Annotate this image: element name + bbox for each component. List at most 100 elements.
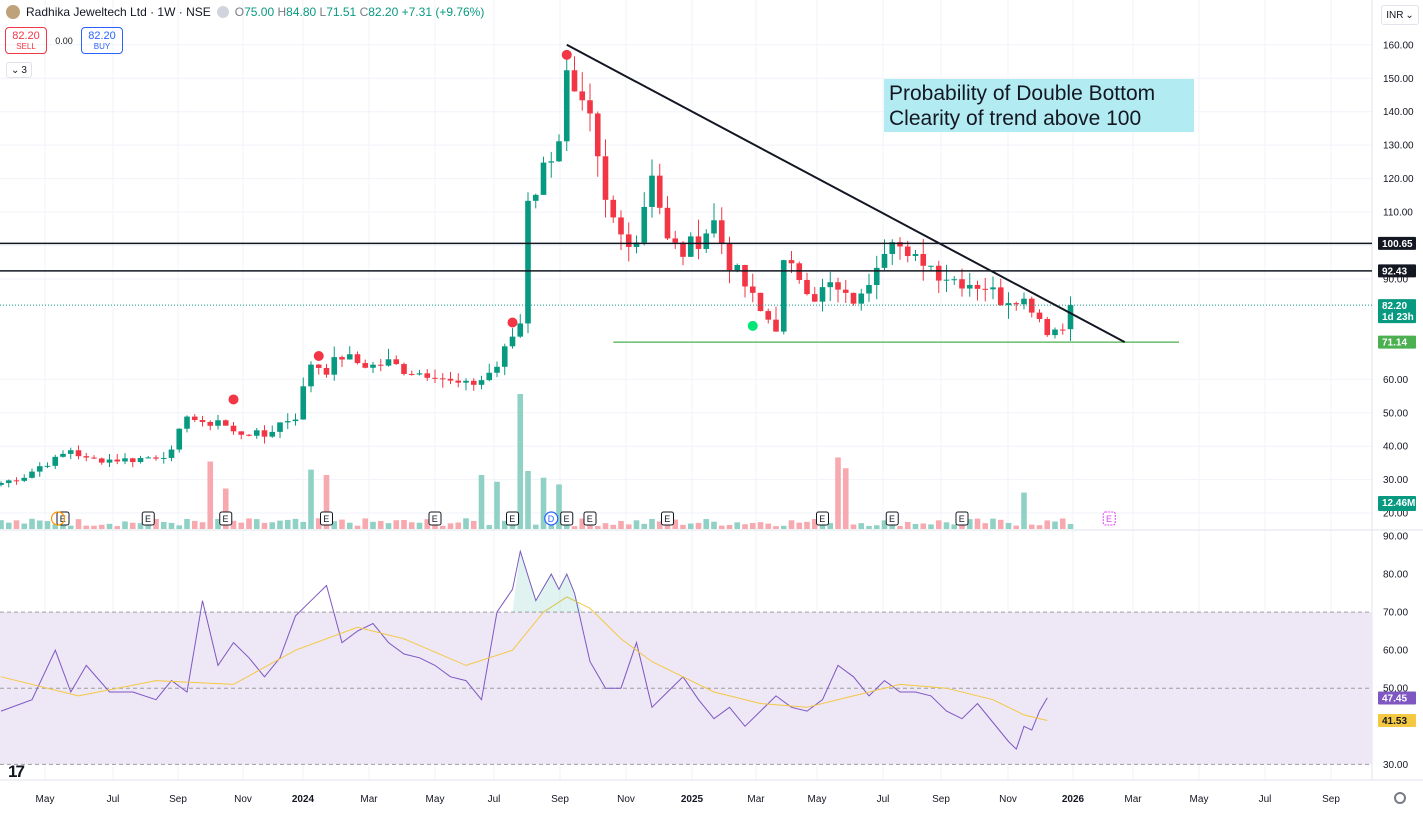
candle[interactable] xyxy=(106,459,113,463)
candle[interactable] xyxy=(664,207,671,239)
candle[interactable] xyxy=(904,246,911,256)
tradingview-logo-icon[interactable]: 17 xyxy=(8,762,25,781)
candle[interactable] xyxy=(137,458,144,463)
candle[interactable] xyxy=(594,113,601,157)
candle[interactable] xyxy=(997,287,1004,306)
candle[interactable] xyxy=(114,459,121,462)
candle[interactable] xyxy=(920,254,927,266)
candle[interactable] xyxy=(579,91,586,101)
candle[interactable] xyxy=(935,265,942,281)
candle[interactable] xyxy=(866,285,872,294)
candle[interactable] xyxy=(757,292,764,312)
candle[interactable] xyxy=(354,354,361,364)
candle[interactable] xyxy=(532,194,539,201)
candle[interactable] xyxy=(176,428,183,450)
candle[interactable] xyxy=(618,217,624,235)
candle[interactable] xyxy=(889,242,896,254)
candle[interactable] xyxy=(308,364,314,387)
candle[interactable] xyxy=(587,100,593,114)
candle[interactable] xyxy=(742,264,748,287)
candle[interactable] xyxy=(21,477,28,481)
text-annotation[interactable]: Probability of Double Bottom Clearity of… xyxy=(884,79,1194,132)
candle[interactable] xyxy=(199,420,206,422)
candle[interactable] xyxy=(339,357,345,360)
candle[interactable] xyxy=(556,141,562,162)
candle[interactable] xyxy=(610,199,617,218)
earnings-marker[interactable] xyxy=(219,511,233,526)
candle[interactable] xyxy=(5,480,12,483)
candle[interactable] xyxy=(788,260,795,264)
candle[interactable] xyxy=(959,279,965,289)
candle[interactable] xyxy=(912,254,919,256)
candle[interactable] xyxy=(277,422,283,432)
candle[interactable] xyxy=(811,294,818,302)
candle[interactable] xyxy=(1005,303,1012,306)
candle[interactable] xyxy=(222,420,229,426)
candle[interactable] xyxy=(424,373,431,378)
visibility-eye-icon[interactable] xyxy=(216,6,229,18)
candle[interactable] xyxy=(160,457,167,459)
candle[interactable] xyxy=(292,419,299,422)
candle[interactable] xyxy=(928,265,934,267)
candle[interactable] xyxy=(463,380,469,383)
candle[interactable] xyxy=(168,449,175,458)
candle[interactable] xyxy=(67,450,74,454)
earnings-marker[interactable] xyxy=(955,511,969,526)
candle[interactable] xyxy=(501,346,508,367)
candle[interactable] xyxy=(401,364,407,374)
candle[interactable] xyxy=(1067,305,1074,330)
candle[interactable] xyxy=(439,378,446,380)
candle[interactable] xyxy=(0,482,4,485)
candle[interactable] xyxy=(990,287,996,290)
candle[interactable] xyxy=(300,386,307,420)
candle[interactable] xyxy=(703,233,710,249)
candle[interactable] xyxy=(36,466,43,472)
candle[interactable] xyxy=(377,364,384,366)
candle[interactable] xyxy=(29,471,35,478)
candle[interactable] xyxy=(951,279,958,281)
candle[interactable] xyxy=(52,456,59,466)
candle[interactable] xyxy=(602,156,609,200)
candle[interactable] xyxy=(315,364,322,368)
candle[interactable] xyxy=(734,264,741,271)
candle[interactable] xyxy=(60,453,66,457)
candle[interactable] xyxy=(153,457,159,459)
candle[interactable] xyxy=(563,70,570,142)
candle[interactable] xyxy=(98,458,105,463)
candle[interactable] xyxy=(827,282,834,288)
candle[interactable] xyxy=(83,456,90,458)
candle[interactable] xyxy=(773,319,779,332)
candle[interactable] xyxy=(486,372,493,381)
earnings-marker[interactable] xyxy=(320,511,333,526)
candle[interactable] xyxy=(215,420,221,426)
candle[interactable] xyxy=(672,238,679,243)
candle[interactable] xyxy=(858,293,865,304)
candle[interactable] xyxy=(408,373,415,375)
candle[interactable] xyxy=(385,359,392,366)
candle[interactable] xyxy=(633,242,640,247)
candle[interactable] xyxy=(1059,329,1066,331)
candle[interactable] xyxy=(850,292,857,304)
dividend-marker[interactable] xyxy=(544,511,559,526)
candle[interactable] xyxy=(478,380,485,385)
earnings-marker[interactable] xyxy=(141,511,155,526)
candle[interactable] xyxy=(323,367,330,375)
candle[interactable] xyxy=(261,430,268,437)
candle[interactable] xyxy=(835,282,841,290)
candle[interactable] xyxy=(1044,319,1051,336)
candle[interactable] xyxy=(881,253,888,268)
candle[interactable] xyxy=(749,286,756,293)
candle[interactable] xyxy=(362,363,369,368)
candle[interactable] xyxy=(625,234,632,247)
candle[interactable] xyxy=(253,430,260,436)
candle[interactable] xyxy=(230,425,237,432)
candle[interactable] xyxy=(75,450,82,457)
earnings-marker[interactable] xyxy=(560,511,574,526)
candle[interactable] xyxy=(548,161,555,163)
candle[interactable] xyxy=(238,431,245,435)
earnings-marker[interactable] xyxy=(56,511,70,526)
candle[interactable] xyxy=(129,458,136,463)
candle[interactable] xyxy=(649,175,655,207)
candle[interactable] xyxy=(494,366,500,373)
